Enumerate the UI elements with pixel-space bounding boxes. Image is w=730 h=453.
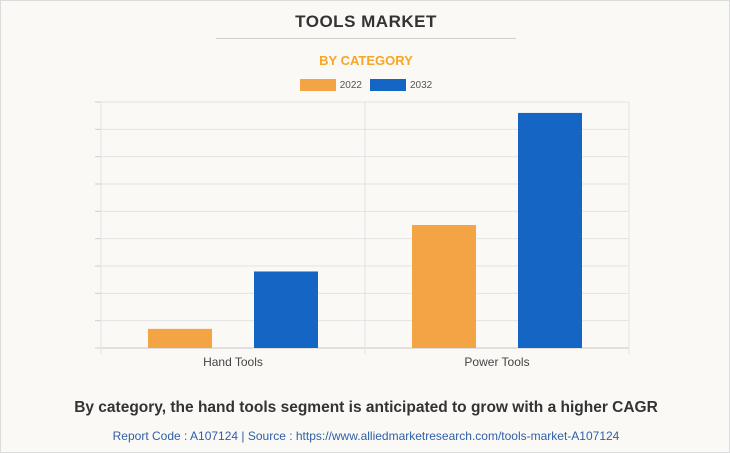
legend-label-2022: 2022: [339, 79, 362, 91]
bar-power-tools-2022: [412, 225, 476, 348]
legend-label-2032: 2032: [410, 79, 433, 91]
legend-item-2032[interactable]: 2032: [370, 79, 432, 91]
legend-swatch-2022: [299, 79, 336, 91]
legend-item-2022[interactable]: 2022: [299, 79, 362, 91]
chart-title: TOOLS MARKET: [295, 12, 437, 31]
x-tick-label: Hand Tools: [203, 355, 263, 369]
bar-power-tools-2032: [518, 112, 582, 348]
chart-subtitle: BY CATEGORY: [319, 53, 413, 68]
chart-caption: By category, the hand tools segment is a…: [74, 399, 658, 416]
x-tick-label: Power Tools: [464, 355, 529, 369]
bar-hand-tools-2022: [148, 328, 212, 348]
bar-hand-tools-2032: [254, 271, 318, 348]
title-divider: [216, 38, 516, 39]
chart-legend: 2022 2032: [1, 79, 729, 91]
report-source[interactable]: Report Code : A107124 | Source : https:/…: [112, 429, 620, 443]
legend-swatch-2032: [370, 79, 406, 91]
